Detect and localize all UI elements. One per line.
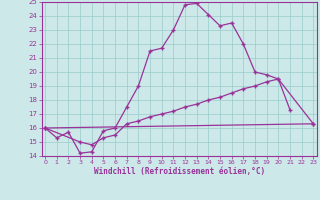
X-axis label: Windchill (Refroidissement éolien,°C): Windchill (Refroidissement éolien,°C) [94, 167, 265, 176]
